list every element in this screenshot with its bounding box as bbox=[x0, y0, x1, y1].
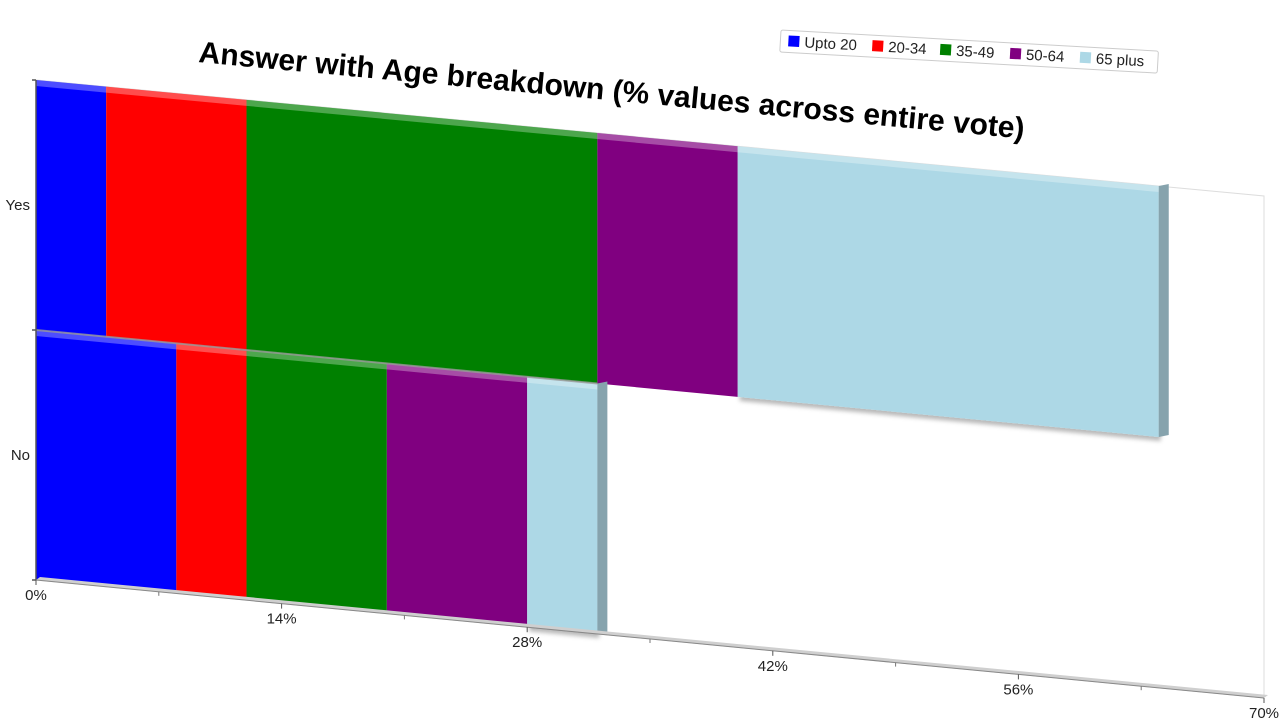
bar-yes-35-49 bbox=[246, 99, 598, 384]
legend-items: Upto 20 20-34 35-49 50-64 65 plus bbox=[788, 34, 1145, 71]
bar-no-35-49 bbox=[246, 350, 387, 614]
x-tick-label: 42% bbox=[758, 658, 788, 675]
bar-no-upto-20 bbox=[36, 330, 177, 594]
x-tick-label: 14% bbox=[267, 611, 297, 628]
bar-yes-50-64 bbox=[597, 133, 738, 397]
legend-swatch-65-plus bbox=[1079, 51, 1092, 64]
bar-yes-upto-20 bbox=[36, 80, 107, 337]
legend-swatch-upto-20 bbox=[788, 35, 800, 48]
bar-highlight-yes-20-34 bbox=[106, 86, 247, 106]
legend-label-20-34: 20-34 bbox=[888, 39, 927, 58]
legend-item-65-plus: 65 plus bbox=[1079, 51, 1145, 71]
bar-yes-65-plus bbox=[737, 146, 1159, 437]
bars-layer bbox=[35, 80, 1169, 634]
bar-highlight-no-upto-20 bbox=[36, 330, 177, 350]
x-tick-label: 56% bbox=[1003, 681, 1033, 698]
bar-highlight-yes-50-64 bbox=[597, 133, 738, 153]
bar-highlight-yes-65-plus bbox=[737, 146, 1159, 193]
axes-layer: Yes No 0% 14% 28% 42% 56% 70% bbox=[6, 79, 1279, 720]
category-group-yes bbox=[36, 80, 1169, 437]
legend-item-35-49: 35-49 bbox=[939, 43, 995, 62]
bar-highlight-no-65-plus bbox=[527, 376, 598, 390]
bar-end-face-no bbox=[597, 381, 608, 634]
legend-label-65-plus: 65 plus bbox=[1095, 51, 1144, 71]
bar-highlight-yes-upto-20 bbox=[36, 80, 107, 93]
bar-no-50-64 bbox=[386, 363, 528, 628]
legend-item-upto-20: Upto 20 bbox=[788, 34, 857, 54]
legend-swatch-20-34 bbox=[871, 40, 884, 52]
x-tick-label: 0% bbox=[25, 587, 47, 604]
bar-highlight-no-50-64 bbox=[386, 363, 528, 383]
x-tick-label: 70% bbox=[1249, 705, 1279, 720]
bar-highlight-no-20-34 bbox=[176, 343, 247, 357]
bar-end-face-yes bbox=[1158, 184, 1169, 437]
legend-item-50-64: 50-64 bbox=[1009, 47, 1065, 66]
bar-highlight-yes-35-49 bbox=[246, 99, 598, 140]
category-label-no: No bbox=[11, 447, 30, 464]
category-divider-no bbox=[35, 329, 598, 385]
legend-label-upto-20: Upto 20 bbox=[804, 34, 857, 54]
legend-item-20-34: 20-34 bbox=[871, 39, 927, 58]
x-axis-baseline bbox=[36, 577, 1268, 698]
legend-swatch-50-64 bbox=[1009, 47, 1022, 60]
bar-yes-20-34 bbox=[106, 86, 247, 351]
bar-no-65-plus bbox=[527, 376, 598, 634]
bar-no-20-34 bbox=[176, 343, 247, 601]
category-group-no bbox=[35, 329, 608, 634]
legend-label-35-49: 35-49 bbox=[956, 43, 995, 62]
legend-label-50-64: 50-64 bbox=[1026, 47, 1065, 66]
category-label-yes: Yes bbox=[6, 197, 30, 214]
legend: Upto 20 20-34 35-49 50-64 65 plus bbox=[779, 29, 1159, 74]
legend-swatch-35-49 bbox=[939, 43, 952, 56]
bar-highlight-no-35-49 bbox=[246, 350, 387, 370]
x-tick-label: 28% bbox=[512, 634, 542, 651]
